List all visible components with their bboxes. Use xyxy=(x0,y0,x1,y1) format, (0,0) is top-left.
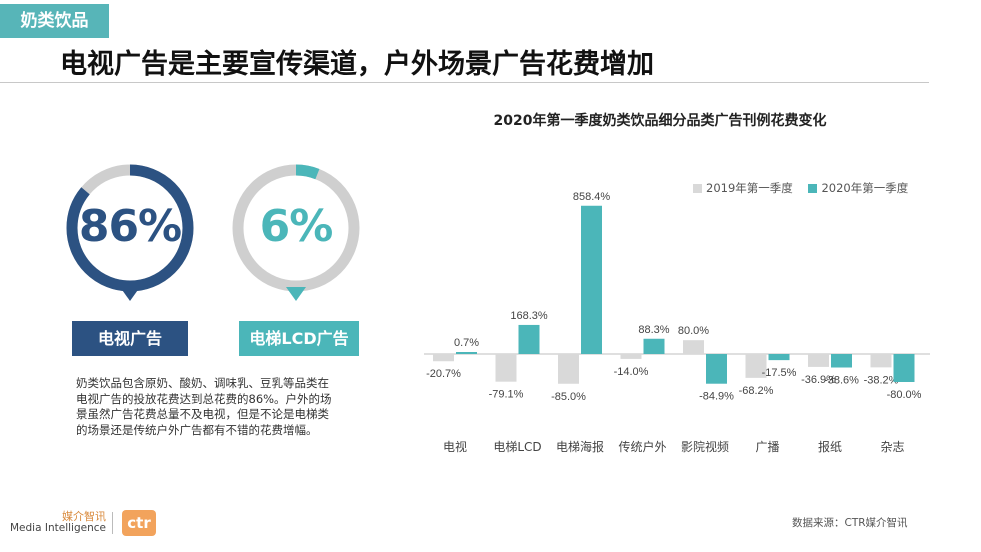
bar-2019-7 xyxy=(870,354,892,368)
bar-2020-3 xyxy=(643,338,665,354)
data-label-2019-2: -85.0% xyxy=(551,391,586,403)
bar-2019-2 xyxy=(558,354,579,384)
data-label-2020-3: 88.3% xyxy=(638,324,669,336)
bar-2020-6 xyxy=(831,354,852,368)
lcd-gauge-ring xyxy=(232,164,360,301)
bar-2020-1 xyxy=(518,324,540,354)
bar-2020-2 xyxy=(581,205,602,354)
ctr-logo-mark: ctr xyxy=(122,510,156,536)
data-label-2020-2: 858.4% xyxy=(573,191,611,203)
data-label-2020-7: -80.0% xyxy=(887,389,922,401)
bar-2020-0 xyxy=(456,352,477,354)
data-label-2020-0: 0.7% xyxy=(454,337,479,349)
description-line: 景虽然广告花费总量不及电视，但是不论是电梯类 xyxy=(76,407,329,421)
lcd-share-gauge: 6% xyxy=(231,163,361,313)
x-tick-label-7: 杂志 xyxy=(880,440,904,454)
bar-2019-1 xyxy=(495,354,517,382)
description-line: 奶类饮品包含原奶、酸奶、调味乳、豆乳等品类在 xyxy=(76,376,329,390)
bar-2019-5 xyxy=(745,354,767,378)
data-label-2019-4: 80.0% xyxy=(678,325,709,337)
logo-chinese-name: 媒介智讯 xyxy=(62,510,106,523)
section-tag: 奶类饮品 xyxy=(0,4,109,38)
x-tick-label-1: 电梯LCD xyxy=(493,440,541,454)
bar-2019-6 xyxy=(808,354,829,367)
lcd-share-value: 6% xyxy=(259,201,334,252)
x-tick-label-0: 电视 xyxy=(443,439,467,454)
data-label-2020-5: -17.5% xyxy=(762,367,797,379)
bar-2020-7 xyxy=(893,354,915,382)
bar-2019-4 xyxy=(683,340,704,354)
bar-2019-3 xyxy=(620,354,642,359)
tv-share-gauge: 86% xyxy=(65,163,195,313)
title-divider xyxy=(0,82,929,83)
bar-2020-5 xyxy=(768,354,790,361)
x-tick-label-2: 电梯海报 xyxy=(556,439,604,454)
x-tick-label-3: 传统户外 xyxy=(618,439,666,454)
legend-swatch-2020 xyxy=(808,184,818,193)
description-text: 奶类饮品包含原奶、酸奶、调味乳、豆乳等品类在 电视广告的投放花费达到总花费的86… xyxy=(76,376,396,438)
bar-2020-4 xyxy=(706,354,727,384)
data-label-2019-1: -79.1% xyxy=(489,389,524,401)
legend-swatch-2019 xyxy=(693,184,702,193)
legend-item-2019: 2019年第一季度 xyxy=(693,180,793,196)
data-label-2019-0: -20.7% xyxy=(426,368,461,380)
bar-2019-0 xyxy=(433,354,454,362)
tv-share-label: 电视广告 xyxy=(72,321,188,356)
tv-share-value: 86% xyxy=(78,201,182,252)
data-label-2020-6: -38.6% xyxy=(824,375,859,387)
data-label-2020-1: 168.3% xyxy=(510,310,548,322)
chart-legend: 2019年第一季度 2020年第一季度 xyxy=(693,180,920,196)
chart-title: 2020年第一季度奶类饮品细分品类广告刊例花费变化 xyxy=(493,113,827,129)
logo-divider xyxy=(112,512,113,534)
data-label-2019-7: -38.2% xyxy=(864,374,899,386)
x-tick-label-6: 报纸 xyxy=(818,439,842,454)
data-label-2019-3: -14.0% xyxy=(614,366,649,378)
data-label-2020-4: -84.9% xyxy=(699,391,734,403)
legend-label-2020: 2020年第一季度 xyxy=(821,181,909,195)
description-line: 的场景还是传统户外广告都有不错的花费增幅。 xyxy=(76,422,318,437)
legend-item-2020: 2020年第一季度 xyxy=(808,180,908,196)
lcd-share-label: 电梯LCD广告 xyxy=(239,321,359,356)
tv-gauge-ring xyxy=(66,164,194,301)
data-label-2019-6: -36.9% xyxy=(801,374,836,386)
legend-label-2019: 2019年第一季度 xyxy=(706,181,793,195)
x-tick-label-4: 影院视频 xyxy=(681,439,729,454)
data-label-2019-5: -68.2% xyxy=(739,385,774,397)
description-line: 电视广告的投放花费达到总花费的86%。户外的场 xyxy=(76,391,332,406)
logo-english-name: Media Intelligence xyxy=(10,522,106,534)
data-source-note: 数据来源：CTR媒介智讯 xyxy=(792,517,908,529)
x-tick-label-5: 广播 xyxy=(755,440,779,454)
page-title: 电视广告是主要宣传渠道，户外场景广告花费增加 xyxy=(60,49,654,80)
